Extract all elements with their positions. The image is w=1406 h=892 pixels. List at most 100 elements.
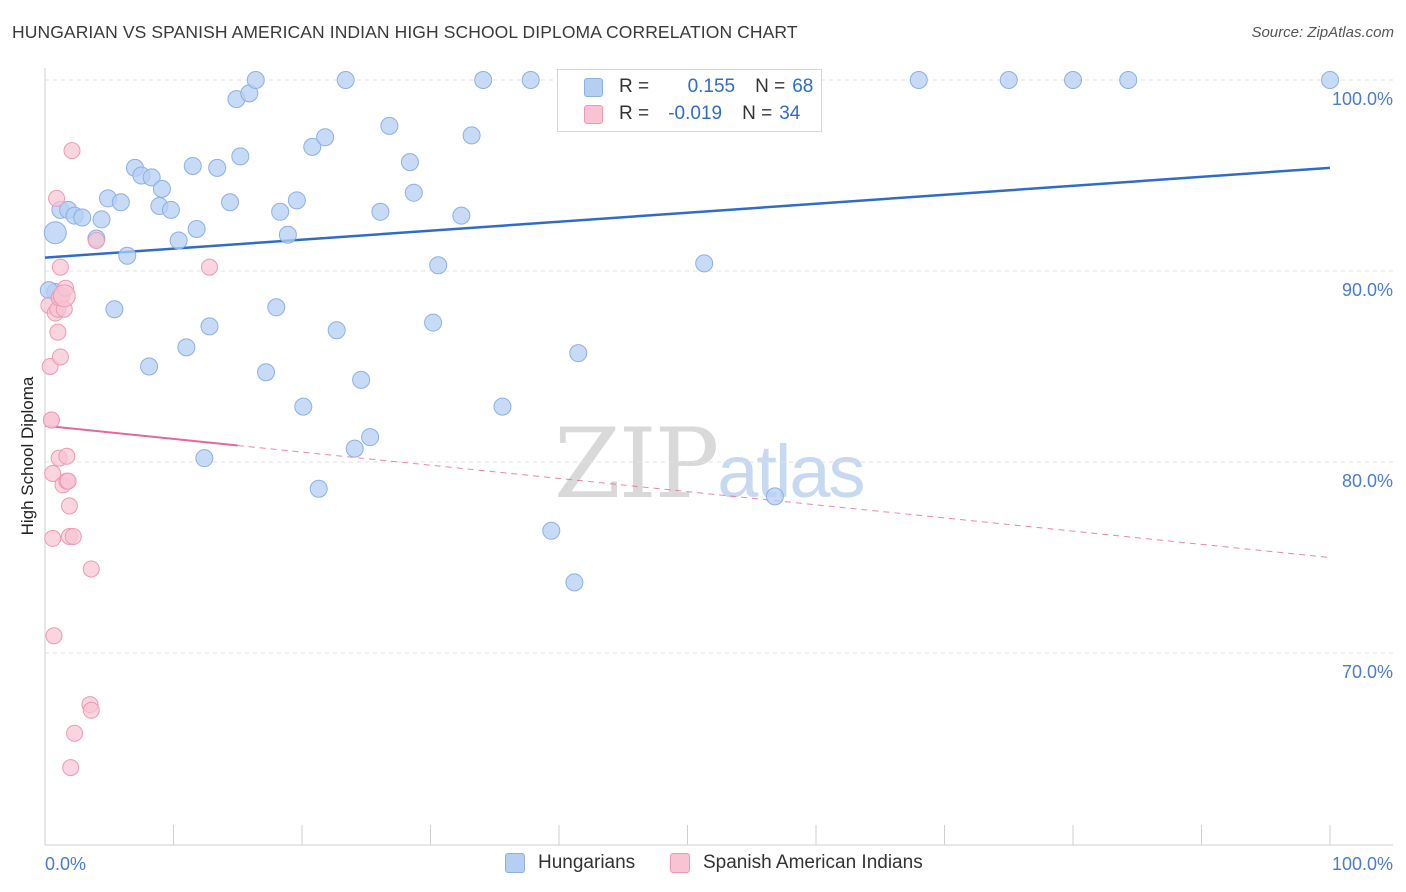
point-hungarians: [521, 71, 540, 89]
point-hungarians: [303, 137, 322, 156]
legend-item-hungarians: Hungarians: [505, 852, 635, 874]
point-hungarians: [1321, 71, 1339, 89]
watermark: ZIPatlas: [554, 408, 866, 520]
point-hungarians: [142, 168, 161, 187]
point-spanish-american-indians: [66, 724, 84, 742]
y-tick-label: 80.0%: [1342, 471, 1393, 491]
series-legend: Hungarians Spanish American Indians: [0, 852, 1406, 876]
point-spanish-american-indians: [48, 189, 66, 207]
legend-swatch-blue: [505, 853, 525, 873]
point-spanish-american-indians: [44, 529, 62, 547]
point-hungarians: [462, 126, 481, 145]
point-hungarians: [371, 202, 390, 221]
x-tick-label-start: 0.0%: [45, 854, 86, 874]
source-label: Source: ZipAtlas.com: [1251, 24, 1394, 41]
point-hungarians: [424, 313, 443, 332]
point-hungarians: [327, 321, 346, 340]
trend-line-hungarians: [44, 166, 1331, 259]
point-hungarians: [183, 156, 202, 175]
point-spanish-american-indians: [62, 759, 80, 777]
point-spanish-american-indians: [87, 231, 105, 249]
point-hungarians: [221, 193, 240, 212]
point-hungarians: [287, 191, 306, 210]
point-hungarians: [73, 208, 92, 227]
legend-label-hungarians: Hungarians: [538, 852, 636, 873]
point-hungarians: [105, 300, 124, 319]
point-hungarians: [271, 202, 290, 221]
gridlines: [45, 79, 1393, 654]
point-spanish-american-indians: [44, 464, 62, 482]
point-hungarians: [195, 449, 214, 468]
legend-row-hungarians: R = 0.155 N = 68: [584, 74, 813, 100]
legend-swatch-pink: [584, 104, 603, 124]
point-hungarians: [257, 363, 276, 382]
point-spanish-american-indians: [82, 701, 100, 719]
point-spanish-american-indians: [63, 142, 81, 160]
legend-swatch-blue: [584, 77, 603, 97]
trend-lines: [44, 166, 1331, 558]
series-hungarians: [39, 71, 1339, 592]
legend-r-value: -0.019: [668, 103, 723, 124]
legend-r-value: 0.155: [687, 76, 736, 97]
point-hungarians: [352, 370, 371, 389]
point-hungarians: [361, 428, 380, 447]
point-hungarians: [909, 71, 928, 89]
point-spanish-american-indians: [51, 258, 69, 276]
point-hungarians: [177, 338, 196, 357]
point-hungarians: [169, 231, 188, 250]
point-hungarians: [43, 221, 67, 245]
point-hungarians: [316, 128, 335, 147]
point-hungarians: [999, 71, 1018, 89]
legend-r-label: R =: [619, 76, 650, 97]
axes: [44, 68, 1393, 846]
legend-swatch-pink: [670, 853, 690, 873]
legend-label-spanish-american-indians: Spanish American Indians: [703, 852, 923, 873]
point-hungarians: [380, 116, 399, 135]
point-hungarians: [200, 317, 219, 336]
watermark-atlas: atlas: [717, 430, 865, 513]
point-spanish-american-indians: [52, 284, 76, 308]
point-hungarians: [400, 153, 419, 172]
point-hungarians: [429, 256, 448, 275]
series-spanish-american-indians: [40, 142, 218, 777]
point-spanish-american-indians: [51, 348, 69, 366]
point-hungarians: [695, 254, 714, 273]
point-hungarians: [278, 225, 297, 244]
point-spanish-american-indians: [59, 472, 77, 490]
point-spanish-american-indians: [82, 560, 100, 578]
point-spanish-american-indians: [58, 447, 76, 465]
y-tick-label: 90.0%: [1342, 280, 1393, 300]
point-hungarians: [309, 479, 328, 498]
legend-r-label: R =: [619, 103, 650, 124]
point-hungarians: [111, 193, 130, 212]
chart-title: HUNGARIAN VS SPANISH AMERICAN INDIAN HIG…: [12, 22, 798, 42]
point-hungarians: [1119, 71, 1138, 89]
point-spanish-american-indians: [60, 497, 78, 515]
legend-item-spanish-american-indians: Spanish American Indians: [670, 852, 923, 874]
legend-n-value: 34: [779, 103, 801, 124]
point-hungarians: [569, 344, 588, 363]
point-spanish-american-indians: [49, 323, 67, 341]
point-hungarians: [118, 246, 137, 265]
point-hungarians: [452, 206, 471, 225]
legend-n-label: N =: [742, 103, 773, 124]
point-hungarians: [345, 439, 364, 458]
point-hungarians: [92, 210, 111, 229]
point-hungarians: [187, 219, 206, 238]
point-hungarians: [294, 397, 313, 416]
y-tick-label: 100.0%: [1332, 89, 1393, 109]
tick-labels: 70.0% 80.0% 90.0% 100.0% 0.0% 100.0%: [45, 89, 1393, 874]
point-spanish-american-indians: [45, 627, 63, 645]
point-hungarians: [161, 200, 180, 219]
point-hungarians: [267, 298, 286, 317]
legend-n-label: N =: [755, 76, 786, 97]
point-hungarians: [231, 147, 250, 166]
point-hungarians: [474, 71, 493, 89]
point-hungarians: [336, 71, 355, 89]
trend-line-extension-spanish-american-indians: [237, 444, 1331, 558]
y-tick-label: 70.0%: [1342, 662, 1393, 682]
legend-n-value: 68: [792, 76, 814, 97]
point-hungarians: [542, 521, 561, 540]
point-hungarians: [565, 573, 584, 592]
